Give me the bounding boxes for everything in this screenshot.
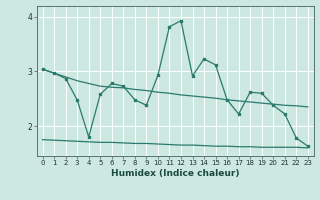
- X-axis label: Humidex (Indice chaleur): Humidex (Indice chaleur): [111, 169, 239, 178]
